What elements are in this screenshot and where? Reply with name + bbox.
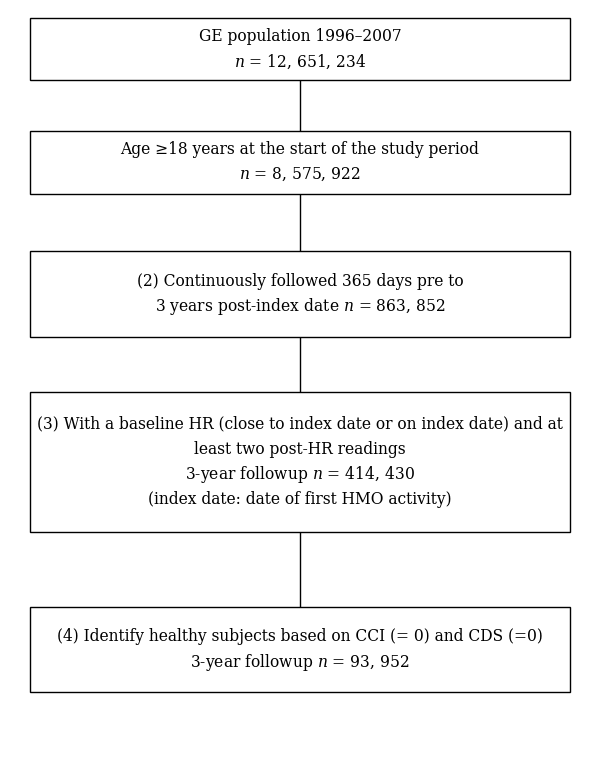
Bar: [30, 131, 570, 194]
Text: 3 years post-index date $\mathit{n}$ = 863, 852: 3 years post-index date $\mathit{n}$ = 8…: [155, 296, 445, 317]
Text: GE population 1996–2007: GE population 1996–2007: [199, 28, 401, 45]
Text: Age ≥18 years at the start of the study period: Age ≥18 years at the start of the study …: [121, 141, 479, 158]
Text: $\mathit{n}$ = 8, 575, 922: $\mathit{n}$ = 8, 575, 922: [239, 166, 361, 184]
Text: 3-year followup $\mathit{n}$ = 93, 952: 3-year followup $\mathit{n}$ = 93, 952: [190, 652, 410, 672]
Bar: [30, 18, 570, 80]
Text: least two post-HR readings: least two post-HR readings: [194, 441, 406, 458]
Text: (3) With a baseline HR (close to index date or on index date) and at: (3) With a baseline HR (close to index d…: [37, 415, 563, 433]
Bar: [30, 251, 570, 337]
Bar: [30, 392, 570, 532]
Text: (2) Continuously followed 365 days pre to: (2) Continuously followed 365 days pre t…: [137, 272, 463, 290]
Text: (index date: date of first HMO activity): (index date: date of first HMO activity): [148, 491, 452, 509]
Text: $\mathit{n}$ = 12, 651, 234: $\mathit{n}$ = 12, 651, 234: [234, 53, 366, 70]
Text: 3-year followup $\mathit{n}$ = 414, 430: 3-year followup $\mathit{n}$ = 414, 430: [185, 464, 415, 485]
Bar: [30, 607, 570, 692]
Text: (4) Identify healthy subjects based on CCI (= 0) and CDS (=0): (4) Identify healthy subjects based on C…: [57, 628, 543, 646]
